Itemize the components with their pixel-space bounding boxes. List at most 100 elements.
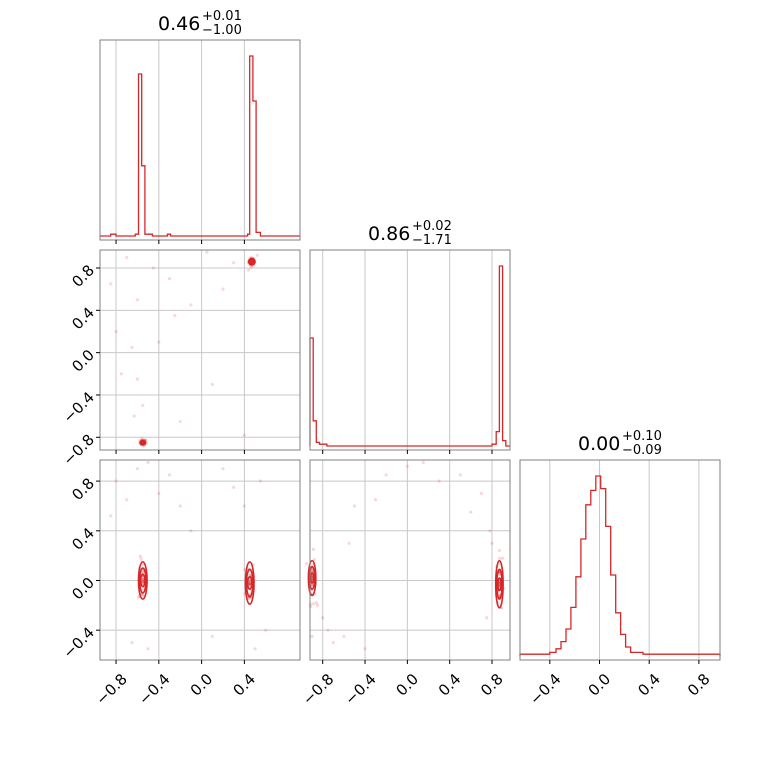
scatter-point <box>479 491 484 496</box>
x-tick-label: 0.4 <box>230 670 260 700</box>
density-contour <box>244 561 255 605</box>
scatter-point <box>132 414 136 418</box>
scatter-point <box>151 266 156 270</box>
density-contour <box>494 559 504 609</box>
scatter-point <box>157 491 161 496</box>
scatter-point <box>264 628 268 632</box>
panel-frame <box>519 459 721 661</box>
scatter-point <box>331 641 335 645</box>
x-tick-label: −0.4 <box>341 670 379 708</box>
scatter-point <box>130 345 134 349</box>
scatter-point <box>221 287 225 291</box>
scatter-point <box>384 473 388 477</box>
scatter-point <box>173 314 177 318</box>
scatter-point <box>321 616 325 620</box>
panel-frame <box>309 249 511 451</box>
joint-panel-p0-p2: −0.8 −0.4 0.0 0.4−0.40.00.40.8 <box>60 459 301 709</box>
joint-panel-p1-p2: −0.8 −0.4 0.0 0.4 0.8 <box>299 459 511 709</box>
scatter-point <box>469 510 473 514</box>
y-tick-label: 0.8 <box>68 474 98 504</box>
histogram-line <box>100 55 300 237</box>
density-contour <box>308 566 316 590</box>
x-tick-label: 0.4 <box>435 670 465 700</box>
title-plus-error: +0.01 <box>202 9 242 24</box>
x-tick-label: 0.0 <box>393 670 423 700</box>
scatter-point <box>141 403 145 408</box>
panel-frame <box>99 459 301 661</box>
scatter-point <box>488 529 492 533</box>
scatter-point <box>221 467 225 471</box>
density-core <box>140 440 146 446</box>
scatter-point <box>314 601 319 605</box>
panel-frame <box>309 459 511 661</box>
title-minus-error: −1.00 <box>202 23 242 38</box>
x-tick-label: −0.4 <box>135 670 173 708</box>
scatter-point <box>141 563 145 567</box>
panels-layer: −0.4 0.0 0.4 0.8−0.8−0.40.00.40.8−0.8 −0.4 0.… <box>60 39 721 709</box>
panel-frame <box>99 39 301 241</box>
density-contour <box>245 568 254 598</box>
x-tick-label: 0.4 <box>634 670 664 700</box>
scatter-point <box>114 479 118 483</box>
x-tick-label: −0.4 <box>526 670 564 708</box>
scatter-point <box>232 261 236 265</box>
scatter-point <box>247 596 252 600</box>
scatter-point <box>304 562 309 566</box>
y-tick-label: 0.4 <box>68 304 98 334</box>
scatter-point <box>135 377 140 381</box>
scatter-point <box>130 641 134 645</box>
scatter-point <box>311 602 316 606</box>
histogram-panel-p0 <box>99 39 301 244</box>
x-tick-label: 0.0 <box>187 670 217 700</box>
histogram-panel-p1 <box>309 249 511 454</box>
scatter-point <box>405 464 409 468</box>
scatter-point <box>232 485 236 489</box>
scatter-point <box>178 504 182 508</box>
scatter-point <box>109 514 113 518</box>
histogram-line <box>519 475 721 656</box>
scatter-point <box>363 647 367 651</box>
scatter-point <box>497 548 501 553</box>
scatter-point <box>157 340 161 344</box>
title-value: 0.46 <box>158 13 200 35</box>
density-contour <box>138 567 147 594</box>
scatter-point <box>135 467 140 471</box>
title-plus-error: +0.10 <box>622 429 662 444</box>
scatter-point <box>342 634 346 638</box>
scatter-point <box>498 556 502 560</box>
titles-layer: 0.46 +0.01−1.00 0.86 +0.02−1.71 0.00 +0.10−0.… <box>158 9 662 458</box>
scatter-point <box>326 628 330 632</box>
x-tick-label: −0.8 <box>92 670 130 708</box>
title-plus-error: +0.02 <box>412 219 452 234</box>
scatter-point <box>139 557 143 561</box>
scatter-point <box>437 479 441 483</box>
scatter-point <box>242 504 246 508</box>
scatter-point <box>140 437 144 441</box>
scatter-point <box>498 572 502 577</box>
scatter-point <box>146 647 150 651</box>
scatter-point <box>125 498 129 502</box>
param-title-2: 0.86 +0.02−1.71 <box>368 219 452 248</box>
x-tick-label: 0.8 <box>684 670 714 700</box>
density-contour <box>495 568 503 600</box>
density-core <box>249 259 255 265</box>
density-core <box>496 581 502 587</box>
x-tick-label: 0.8 <box>477 670 507 700</box>
joint-panel-p0-p1: −0.8 −0.4 0.0 0.4 0.8 <box>60 249 301 469</box>
density-core <box>309 575 315 581</box>
density-contour <box>307 559 317 597</box>
histogram-line <box>309 265 510 447</box>
scatter-point <box>249 265 253 269</box>
title-value: 0.00 <box>578 433 620 455</box>
scatter-point <box>119 372 123 376</box>
scatter-point <box>247 268 251 272</box>
density-core <box>247 580 253 586</box>
scatter-point <box>178 419 182 424</box>
density-contour <box>137 561 148 600</box>
y-tick-label: −0.4 <box>60 388 98 426</box>
x-tick-label: 0.0 <box>585 670 615 700</box>
param-title-3: 0.00 +0.10−0.09 <box>578 429 662 458</box>
scatter-point <box>135 298 140 302</box>
scatter-point <box>205 250 209 254</box>
